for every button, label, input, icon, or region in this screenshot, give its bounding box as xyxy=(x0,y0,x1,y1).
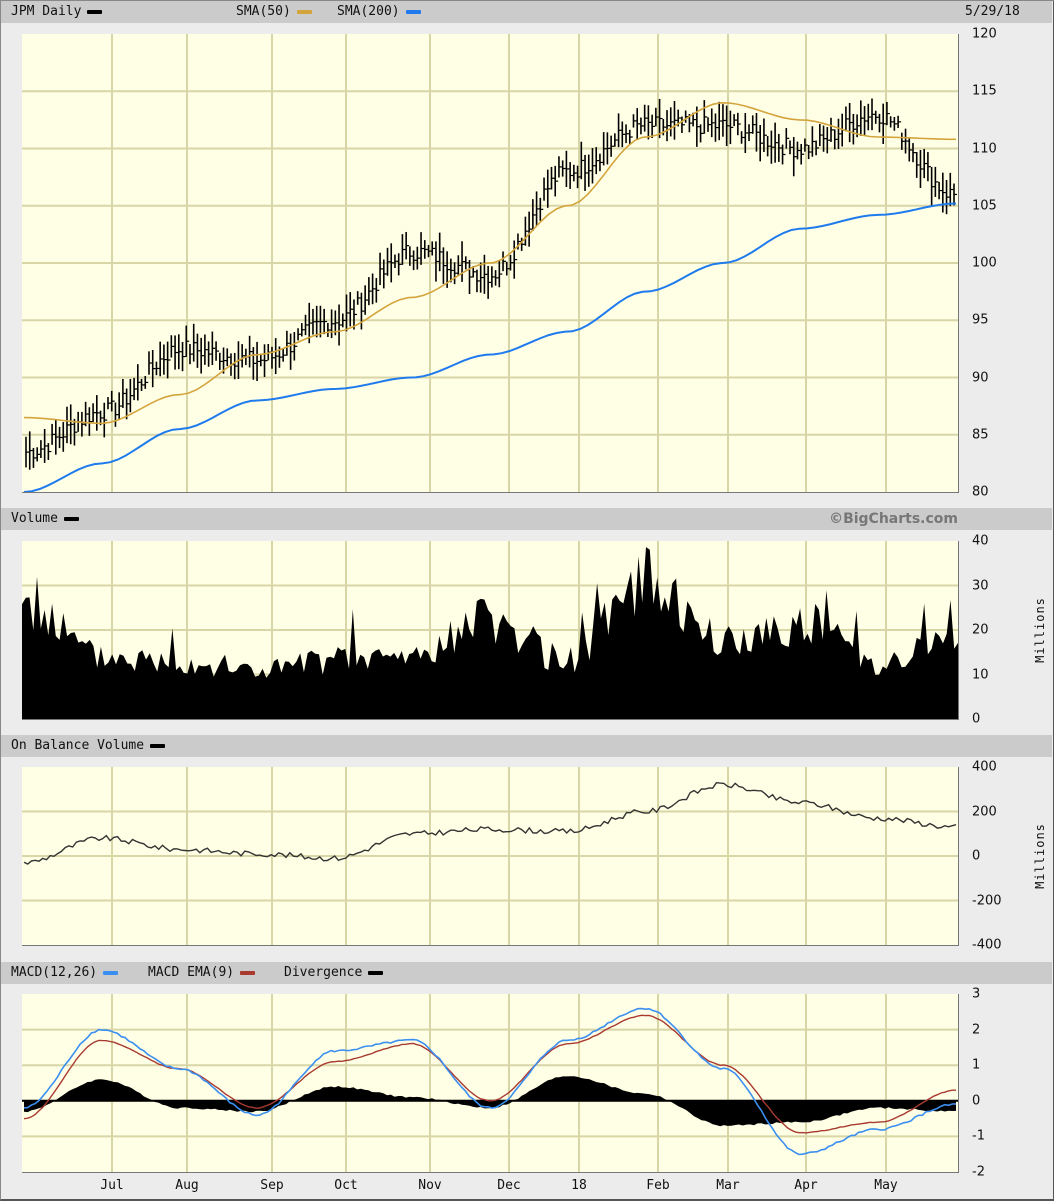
obv-ytick: 0 xyxy=(972,848,981,864)
divergence-label: Divergence xyxy=(284,965,363,980)
price-ytick: 80 xyxy=(972,484,989,500)
macd-swatch xyxy=(103,971,119,975)
x-axis-label: Nov xyxy=(418,1178,442,1193)
ticker-label: JPM Daily xyxy=(11,4,82,19)
macd-ema-label: MACD EMA(9) xyxy=(148,965,235,980)
price-ytick: 90 xyxy=(972,370,989,385)
sma50-label: SMA(50) xyxy=(236,4,291,19)
sma200-swatch xyxy=(405,10,421,14)
legend-price: JPM Daily xyxy=(11,1,103,23)
chart-date: 5/29/18 xyxy=(965,4,1020,19)
x-axis-label: Sep xyxy=(260,1178,284,1193)
price-ytick: 85 xyxy=(972,427,989,443)
obv-title: On Balance Volume xyxy=(11,738,145,753)
obv-chart-svg xyxy=(22,767,958,945)
legend-sma50: SMA(50) xyxy=(236,1,312,23)
volume-swatch xyxy=(63,517,79,521)
macd-plot xyxy=(22,994,959,1173)
obv-swatch xyxy=(150,744,166,748)
price-panel-header: JPM Daily SMA(50) SMA(200) 5/29/18 xyxy=(1,1,1052,23)
obv-ytick: 400 xyxy=(972,759,997,775)
macd-chart-svg xyxy=(22,994,958,1172)
price-ytick: 120 xyxy=(972,26,997,42)
macd-ema-swatch xyxy=(240,971,256,975)
x-axis-label: Jul xyxy=(100,1178,124,1193)
macd-panel-header: MACD(12,26) MACD EMA(9) Divergence xyxy=(1,962,1052,984)
sma200-label: SMA(200) xyxy=(337,4,400,19)
price-ytick: 110 xyxy=(972,141,997,156)
obv-ytick: -400 xyxy=(972,937,1002,953)
x-axis-label: Feb xyxy=(646,1178,670,1193)
obv-ytick: 200 xyxy=(972,804,997,819)
x-axis-label: Mar xyxy=(716,1178,740,1193)
price-chart-svg xyxy=(22,34,958,492)
volume-ytick: 10 xyxy=(972,667,989,682)
x-axis-label: May xyxy=(874,1178,898,1193)
macd-ytick: 2 xyxy=(972,1022,981,1038)
volume-chart-svg xyxy=(22,541,958,719)
volume-ytick: 0 xyxy=(972,711,981,727)
macd-ytick: -1 xyxy=(972,1128,985,1144)
x-axis-label: Dec xyxy=(497,1178,521,1193)
price-ytick: 105 xyxy=(972,198,997,214)
x-axis-label: 18 xyxy=(571,1178,587,1193)
volume-panel-header: Volume ©BigCharts.com xyxy=(1,508,1052,530)
legend-sma200: SMA(200) xyxy=(337,1,421,23)
volume-title: Volume xyxy=(11,511,58,526)
x-axis-label: Oct xyxy=(334,1178,358,1193)
bigcharts-credit: ©BigCharts.com xyxy=(829,511,958,527)
price-ytick: 95 xyxy=(972,312,989,328)
price-ytick: 115 xyxy=(972,83,997,99)
volume-plot xyxy=(22,541,959,720)
volume-ytick: 40 xyxy=(972,533,989,549)
price-ytick: 100 xyxy=(972,255,997,271)
volume-ytick: 20 xyxy=(972,622,989,638)
sma50-swatch xyxy=(296,10,312,14)
macd-ytick: 3 xyxy=(972,986,981,1002)
x-axis-label: Aug xyxy=(175,1178,199,1193)
price-swatch xyxy=(87,10,103,14)
price-plot xyxy=(22,34,959,493)
x-axis-label: Apr xyxy=(794,1178,818,1193)
volume-unit-label: Millions xyxy=(1033,597,1047,663)
macd-ytick: 0 xyxy=(972,1093,981,1109)
divergence-swatch xyxy=(368,971,384,975)
obv-panel-header: On Balance Volume xyxy=(1,735,1052,757)
macd-label: MACD(12,26) xyxy=(11,965,98,980)
macd-ytick: -2 xyxy=(972,1164,985,1180)
obv-plot xyxy=(22,767,959,946)
obv-unit-label: Millions xyxy=(1033,823,1047,889)
macd-ytick: 1 xyxy=(972,1057,981,1073)
obv-ytick: -200 xyxy=(972,893,1002,908)
volume-ytick: 30 xyxy=(972,578,989,593)
